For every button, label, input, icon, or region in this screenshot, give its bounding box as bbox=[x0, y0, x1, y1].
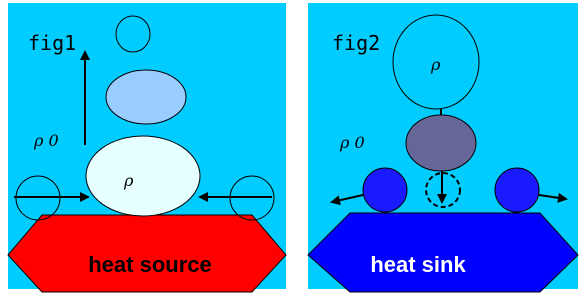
diagram: heat source fig1 ρ 0 ρ heat sink fig2 ρ … bbox=[0, 0, 581, 296]
bubble bbox=[406, 115, 476, 171]
rho-label: ρ bbox=[123, 171, 134, 190]
base-label: heat sink bbox=[370, 252, 466, 277]
rho0-label: ρ 0 bbox=[339, 133, 365, 152]
rho-label: ρ bbox=[430, 55, 441, 74]
fig-label: fig2 bbox=[332, 31, 380, 55]
rho0-label: ρ 0 bbox=[33, 131, 59, 150]
parcel bbox=[495, 168, 539, 212]
bubble bbox=[86, 136, 200, 216]
parcel bbox=[363, 168, 407, 212]
bubble bbox=[106, 70, 186, 124]
base-label: heat source bbox=[88, 252, 212, 277]
fig-label: fig1 bbox=[28, 31, 76, 55]
